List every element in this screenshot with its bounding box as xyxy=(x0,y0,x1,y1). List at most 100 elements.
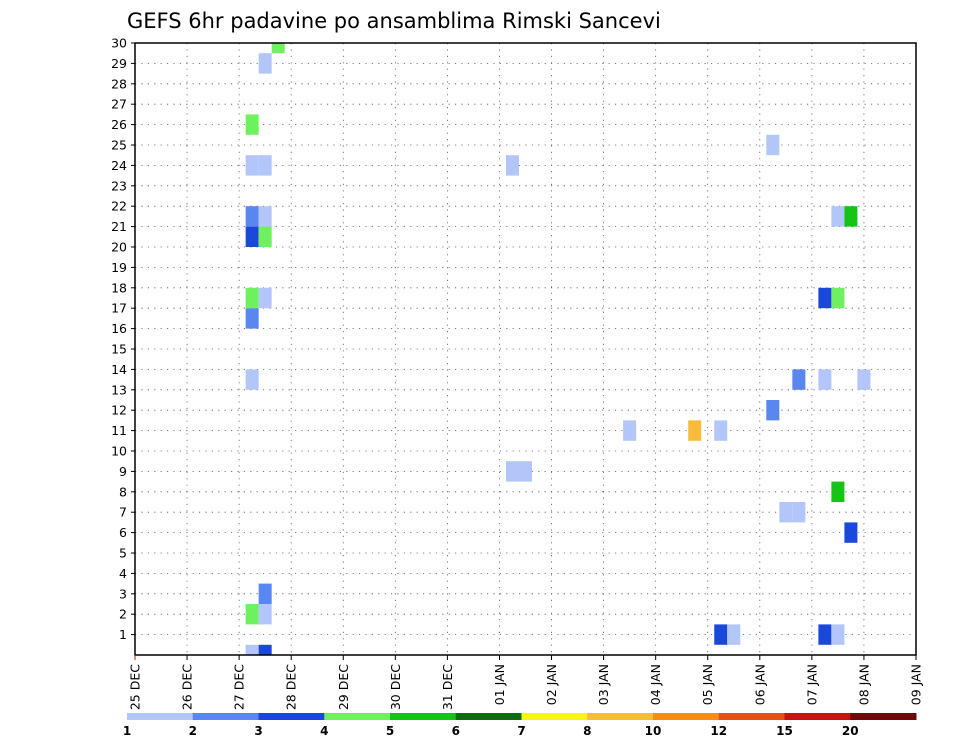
x-tick-label: 02 JAN xyxy=(544,664,559,705)
x-tick-label: 26 DEC xyxy=(180,664,195,710)
colorbar-swatch xyxy=(390,713,457,720)
data-cell xyxy=(818,369,832,390)
y-tick-label: 7 xyxy=(119,505,127,520)
data-cell xyxy=(766,400,780,421)
y-tick-label: 9 xyxy=(119,464,127,479)
colorbar-label: 8 xyxy=(583,724,591,738)
y-tick-label: 25 xyxy=(111,138,127,153)
data-cells xyxy=(245,43,871,655)
data-cell xyxy=(245,287,259,309)
x-tick-label: 01 JAN xyxy=(492,664,507,705)
y-tick-label: 21 xyxy=(111,219,127,234)
data-cell xyxy=(831,624,845,645)
colorbar-label: 2 xyxy=(189,724,197,738)
data-cell xyxy=(245,644,259,655)
data-cell xyxy=(258,155,272,176)
x-tick-label: 25 DEC xyxy=(128,664,143,710)
data-cell xyxy=(271,43,285,54)
colorbar-swatch xyxy=(258,713,325,720)
colorbar-swatch xyxy=(324,713,391,720)
data-cell xyxy=(844,522,858,543)
data-cell xyxy=(844,206,858,227)
colorbar-label: 20 xyxy=(842,724,859,738)
data-cell xyxy=(258,226,272,247)
x-tick-label: 04 JAN xyxy=(648,664,663,705)
y-tick-label: 24 xyxy=(111,158,127,173)
colorbar-label: 4 xyxy=(320,724,328,738)
x-tick-label: 08 JAN xyxy=(856,664,871,705)
colorbar: 1 2 3 4 5 6 7 8 10 12 15 20 xyxy=(123,713,917,738)
x-tick-label: 28 DEC xyxy=(284,664,299,710)
data-cell xyxy=(714,624,728,645)
colorbar-label: 1 xyxy=(123,724,131,738)
data-cell xyxy=(245,369,259,390)
y-tick-label: 3 xyxy=(119,586,127,601)
colorbar-label: 12 xyxy=(710,724,727,738)
colorbar-label: 6 xyxy=(452,724,460,738)
y-tick-label: 14 xyxy=(111,362,127,377)
y-tick-label: 30 xyxy=(111,36,127,51)
colorbar-swatch xyxy=(521,713,588,720)
y-tick-label: 17 xyxy=(111,301,127,316)
data-cell xyxy=(245,206,259,227)
y-tick-label: 29 xyxy=(111,56,127,71)
data-cell xyxy=(766,134,780,156)
x-tick-label: 09 JAN xyxy=(909,664,924,705)
y-tick-label: 10 xyxy=(111,444,127,459)
y-tick-label: 13 xyxy=(111,382,127,397)
colorbar-swatch xyxy=(718,713,785,720)
colorbar-label: 5 xyxy=(386,724,394,738)
data-cell xyxy=(857,369,871,390)
x-tick-label: 29 DEC xyxy=(336,664,351,710)
y-tick-label: 28 xyxy=(111,76,127,91)
data-cell xyxy=(505,155,519,176)
data-cell xyxy=(258,206,272,227)
colorbar-swatch xyxy=(850,713,917,720)
y-tick-label: 18 xyxy=(111,280,127,295)
y-tick-label: 15 xyxy=(111,342,127,357)
data-cell xyxy=(818,287,832,309)
data-cell xyxy=(245,155,259,176)
data-cell xyxy=(714,420,728,441)
colorbar-swatch xyxy=(455,713,522,720)
x-tick-label: 27 DEC xyxy=(232,664,247,710)
data-cell xyxy=(245,308,259,329)
y-tick-label: 4 xyxy=(119,566,127,581)
data-cell xyxy=(518,461,533,482)
y-tick-label: 1 xyxy=(119,627,127,642)
x-axis: 25 DEC 26 DEC 27 DEC 28 DEC 29 DEC 30 DEC 31 D… xyxy=(128,655,924,710)
grid xyxy=(135,43,916,655)
x-tick-label: 30 DEC xyxy=(388,664,403,710)
colorbar-label: 3 xyxy=(254,724,262,738)
data-cell xyxy=(727,624,741,645)
data-cell xyxy=(245,226,259,247)
colorbar-label: 15 xyxy=(776,724,793,738)
data-cell xyxy=(779,502,793,523)
colorbar-label: 7 xyxy=(517,724,525,738)
colorbar-swatch xyxy=(192,713,259,720)
y-tick-label: 11 xyxy=(111,423,127,438)
y-tick-label: 19 xyxy=(111,260,127,275)
y-tick-label: 26 xyxy=(111,117,127,132)
colorbar-swatch xyxy=(784,713,851,720)
x-tick-label: 03 JAN xyxy=(596,664,611,705)
x-tick-label: 07 JAN xyxy=(804,664,819,705)
y-tick-label: 20 xyxy=(111,240,127,255)
y-tick-label: 23 xyxy=(111,178,127,193)
data-cell xyxy=(831,287,845,309)
data-cell xyxy=(831,206,845,227)
data-cell xyxy=(688,420,702,441)
data-cell xyxy=(245,114,259,135)
colorbar-swatch xyxy=(127,713,194,720)
data-cell xyxy=(258,53,272,74)
colorbar-label: 10 xyxy=(645,724,662,738)
colorbar-swatch xyxy=(653,713,720,720)
data-cell xyxy=(258,287,272,309)
y-tick-label: 22 xyxy=(111,199,127,214)
y-tick-label: 6 xyxy=(119,525,127,540)
x-tick-label: 05 JAN xyxy=(700,664,715,705)
y-tick-label: 5 xyxy=(119,546,127,561)
data-cell xyxy=(258,644,272,655)
y-axis: 1234567891011121314151617181920212223242… xyxy=(111,36,135,642)
